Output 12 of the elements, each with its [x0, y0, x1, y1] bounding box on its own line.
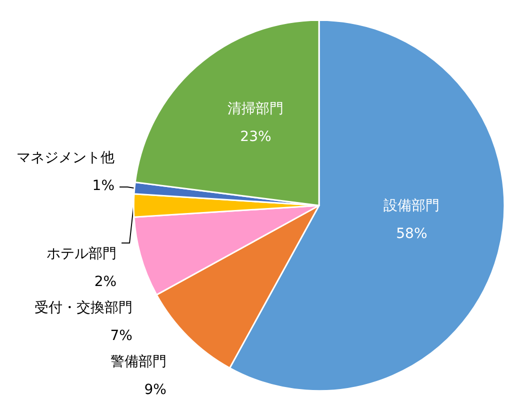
- data-label: 9%: [144, 382, 166, 398]
- slice-label: 警備部門: [110, 354, 166, 370]
- slice-label: ホテル部門: [46, 246, 117, 262]
- data-label: 23%: [240, 128, 272, 145]
- data-label: 1%: [92, 178, 115, 194]
- data-label: 2%: [94, 274, 117, 290]
- slice-label: 清掃部門: [228, 100, 284, 117]
- data-label: 7%: [110, 328, 132, 344]
- slice-label: マネジメント他: [16, 150, 115, 166]
- slice-label: 受付・交換部門: [34, 300, 132, 316]
- slice-label: 設備部門: [384, 198, 440, 214]
- data-label: 58%: [396, 226, 428, 242]
